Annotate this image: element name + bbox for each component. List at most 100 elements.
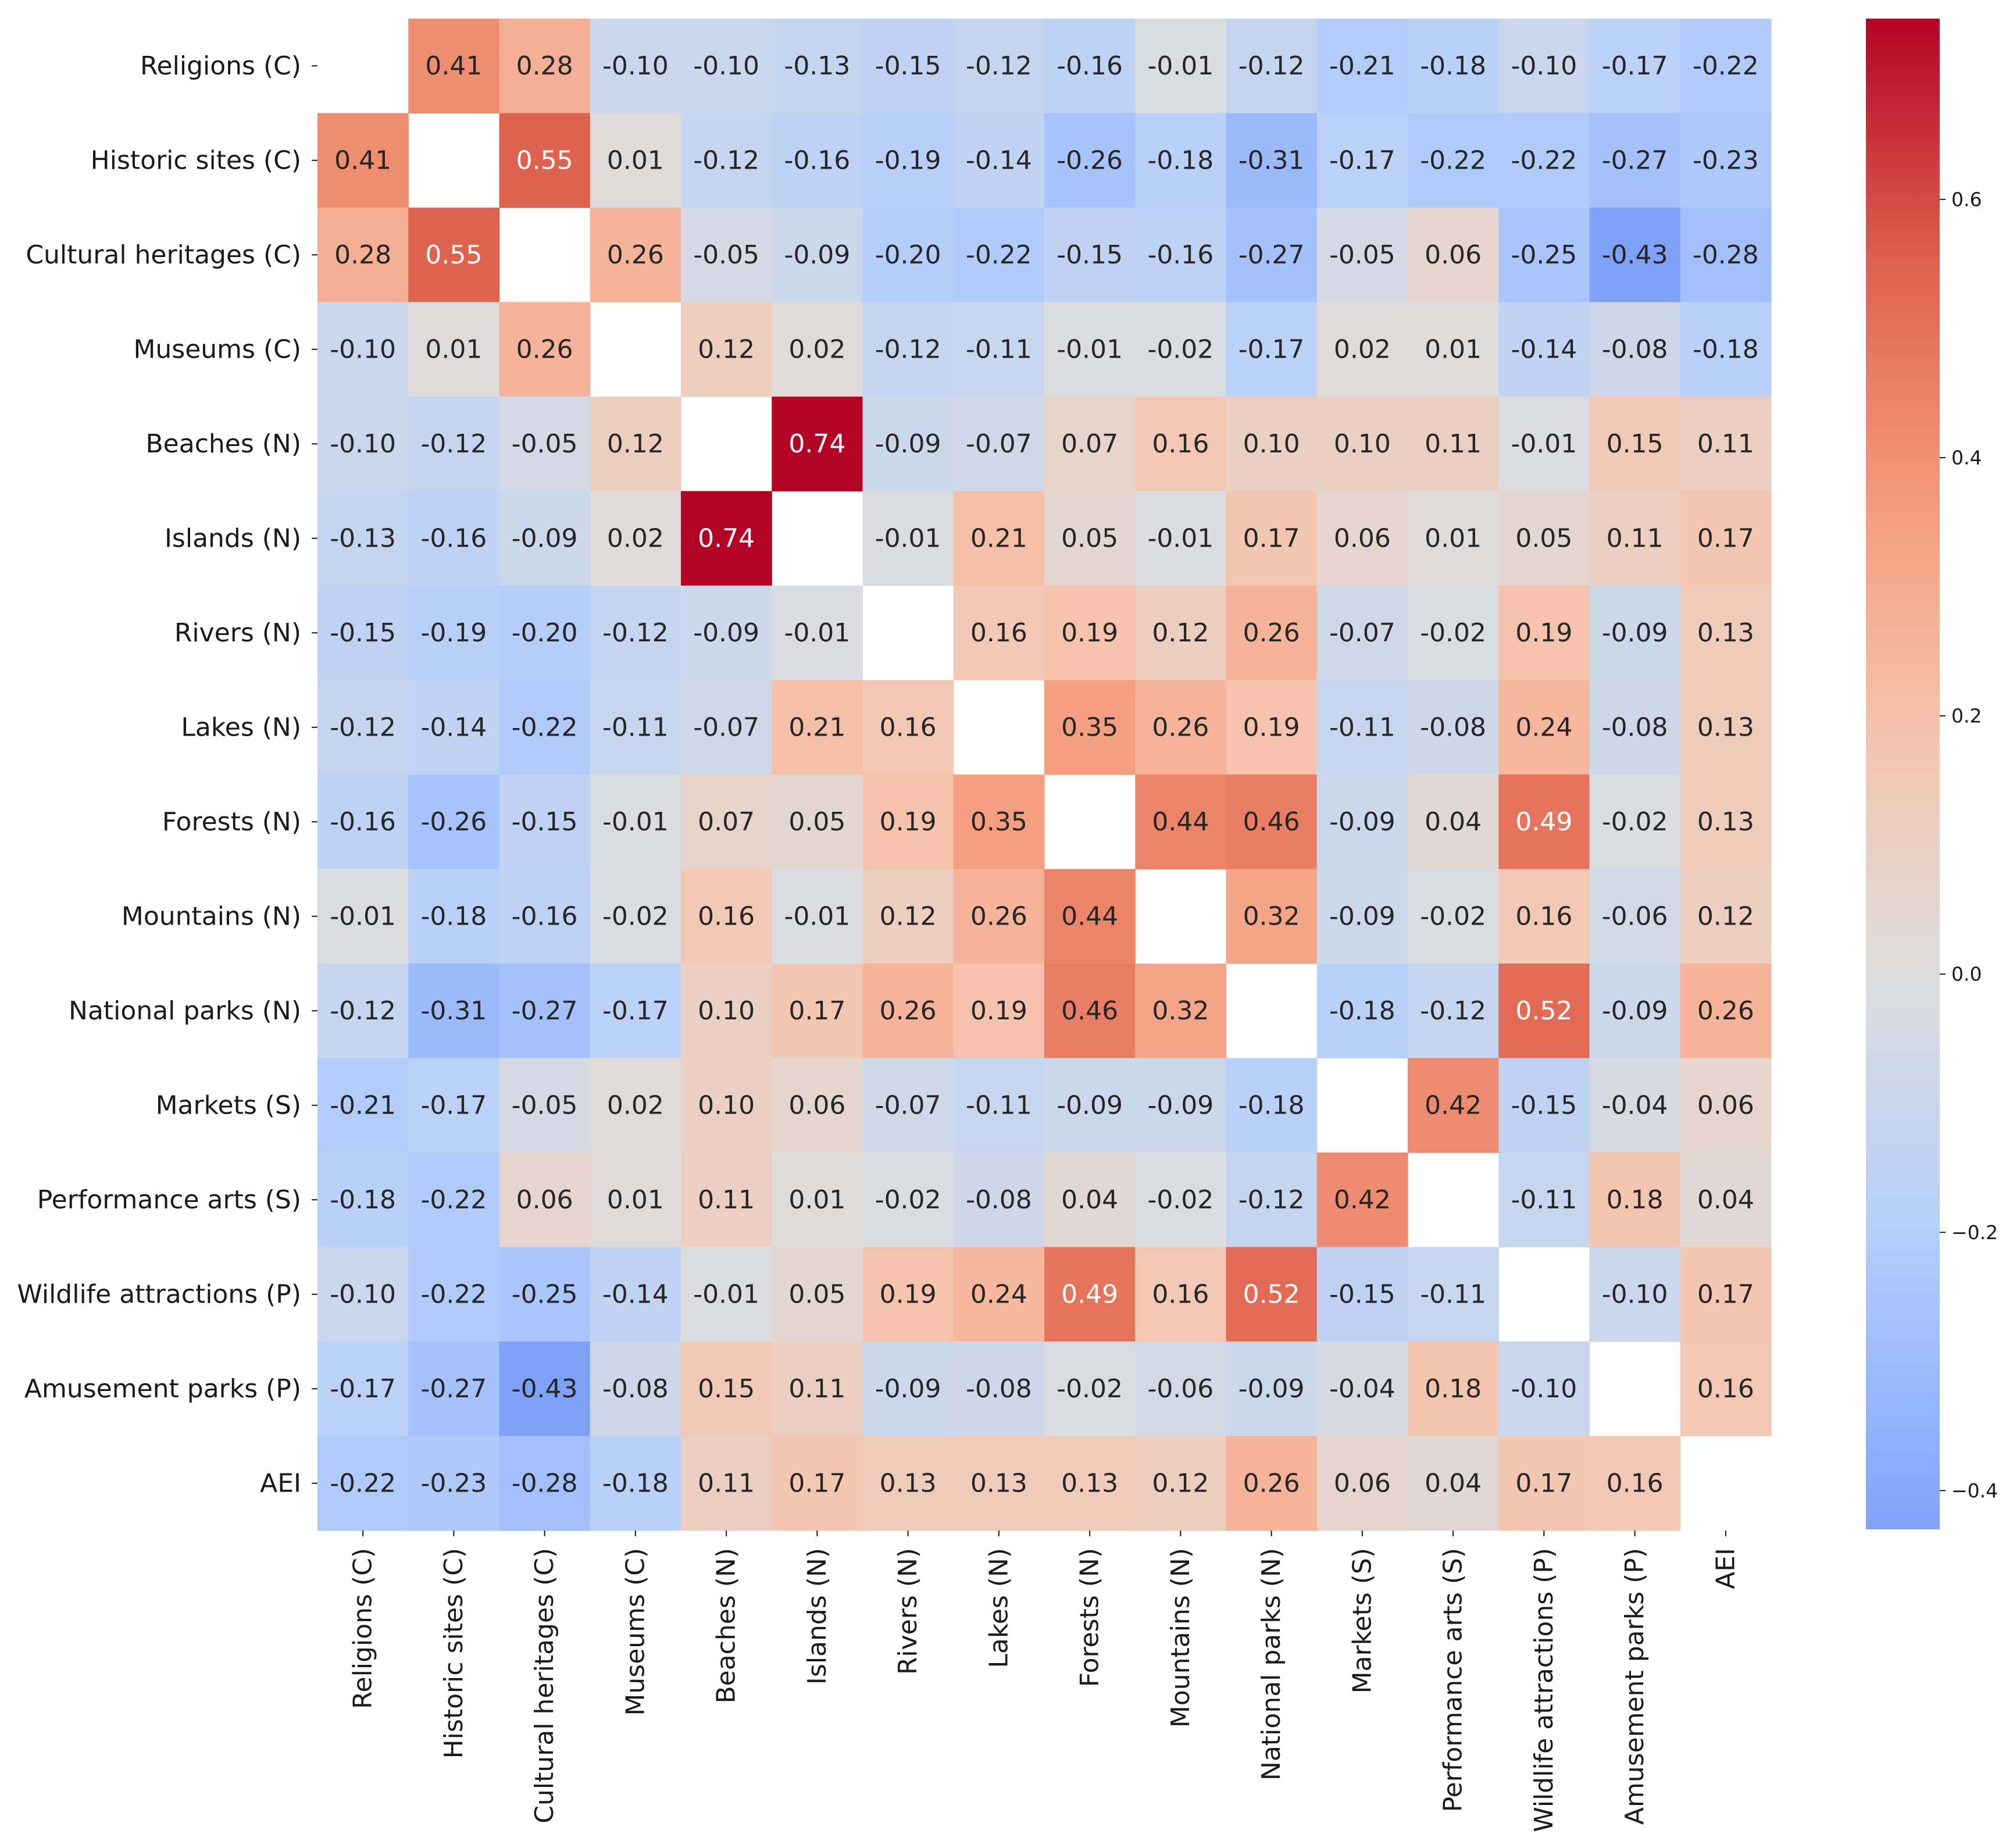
- heatmap-cell: [1226, 869, 1318, 964]
- cell-value-label: -0.20: [512, 618, 578, 648]
- cell-value-label: 0.01: [1425, 334, 1482, 364]
- heatmap-cell: [408, 680, 500, 775]
- heatmap-cell: [1316, 680, 1408, 775]
- cell-value-label: -0.01: [784, 901, 850, 931]
- heatmap-cell: [1680, 964, 1772, 1059]
- heatmap-cell: [408, 1342, 500, 1437]
- cell-value-label: -0.22: [966, 240, 1032, 270]
- cell-value-label: -0.23: [420, 1468, 487, 1498]
- cell-value-label: 0.32: [1152, 996, 1209, 1026]
- heatmap-cell: [499, 397, 591, 492]
- cell-value-label: -0.12: [602, 618, 669, 648]
- cell-value-label: -0.23: [1693, 145, 1759, 175]
- cell-value-label: 0.42: [1334, 1185, 1391, 1215]
- heatmap-cell: [408, 775, 500, 870]
- heatmap-cell: [1589, 302, 1681, 397]
- cell-value-label: -0.17: [1239, 334, 1305, 364]
- heatmap-cell: [862, 1153, 954, 1248]
- heatmap-cell: [1408, 397, 1499, 492]
- row-label: Beaches (N): [145, 429, 301, 459]
- column-label: Performance arts (S): [1439, 1548, 1468, 1812]
- cell-value-label: 0.11: [1607, 523, 1664, 553]
- cell-value-label: -0.10: [1511, 51, 1577, 81]
- cell-value-label: 0.06: [1697, 1090, 1754, 1120]
- heatmap-cell: [408, 1247, 500, 1342]
- column-label: Lakes (N): [984, 1548, 1013, 1668]
- cell-value-label: 0.02: [607, 1090, 664, 1120]
- heatmap-cell: [317, 208, 409, 303]
- heatmap-cell: [1044, 1247, 1136, 1342]
- cell-value-label: -0.09: [1147, 1090, 1213, 1120]
- heatmap-cell: [1135, 113, 1227, 208]
- cell-value-label: 0.28: [516, 51, 573, 81]
- cell-value-label: -0.27: [512, 996, 578, 1026]
- cell-value-label: -0.09: [1602, 996, 1668, 1026]
- cell-value-label: -0.19: [420, 618, 487, 648]
- cell-value-label: 0.19: [1515, 618, 1572, 648]
- heatmap-cell: [1044, 302, 1136, 397]
- cell-value-label: 0.10: [698, 996, 755, 1026]
- heatmap-cell: [1408, 113, 1499, 208]
- cell-value-label: -0.11: [602, 712, 669, 742]
- heatmap-cell: [953, 397, 1045, 492]
- heatmap-cell: [1135, 302, 1227, 397]
- row-labels: Religions (C) Historic sites (C) Cultural …: [17, 51, 317, 1498]
- heatmap-cell: [1044, 586, 1136, 681]
- cell-value-label: -0.16: [784, 145, 850, 175]
- heatmap-cell: [1680, 869, 1772, 964]
- cell-value-label: 0.01: [607, 1185, 664, 1215]
- heatmap-cell: [953, 113, 1045, 208]
- cell-value-label: -0.09: [1239, 1374, 1305, 1404]
- cell-value-label: -0.12: [1420, 996, 1486, 1026]
- cell-value-label: 0.05: [1061, 523, 1118, 553]
- heatmap-cell: [317, 775, 409, 870]
- cell-value-label: -0.08: [1420, 712, 1486, 742]
- cell-value-label: -0.10: [1602, 1279, 1668, 1309]
- cell-value-label: 0.16: [1515, 901, 1572, 931]
- heatmap-cell: [590, 113, 681, 208]
- row-label: Forests (N): [162, 807, 301, 837]
- cell-value-label: 0.52: [1243, 1279, 1300, 1309]
- heatmap-cell: [1408, 491, 1499, 586]
- cell-value-label: 0.07: [698, 807, 755, 837]
- cell-value-label: -0.07: [966, 429, 1032, 459]
- cell-value-label: 0.16: [880, 712, 937, 742]
- heatmap-cell: [1498, 586, 1590, 681]
- heatmap-cell: [953, 1153, 1045, 1248]
- heatmap-cell: [317, 1058, 409, 1153]
- cell-value-label: 0.49: [1061, 1279, 1118, 1309]
- cell-value-label: 0.16: [970, 618, 1027, 648]
- heatmap-cell: [681, 302, 772, 397]
- cell-value-label: 0.26: [516, 334, 573, 364]
- cell-value-label: -0.17: [1329, 145, 1395, 175]
- cell-value-label: 0.49: [1515, 807, 1572, 837]
- heatmap-cell: [953, 1436, 1045, 1531]
- heatmap-cell: [408, 1153, 500, 1248]
- heatmap-cell: [1680, 491, 1772, 586]
- row-label: AEI: [260, 1468, 301, 1498]
- heatmap-cell: [953, 1247, 1045, 1342]
- heatmap-cell: [317, 491, 409, 586]
- cell-value-label: -0.18: [1329, 996, 1395, 1026]
- cell-value-label: 0.26: [1243, 1468, 1300, 1498]
- cell-value-label: -0.12: [330, 996, 396, 1026]
- cell-value-label: 0.18: [1425, 1374, 1482, 1404]
- cell-value-label: -0.31: [420, 996, 487, 1026]
- heatmap-cell: [772, 208, 863, 303]
- cell-value-label: -0.13: [784, 51, 850, 81]
- cell-value-label: -0.09: [512, 523, 578, 553]
- heatmap-cell: [772, 19, 863, 114]
- row-label: Markets (S): [156, 1090, 301, 1120]
- heatmap-cell: [1589, 1153, 1681, 1248]
- cell-value-label: 0.04: [1425, 807, 1482, 837]
- heatmap-cell: [590, 964, 681, 1059]
- heatmap-cell: [1135, 19, 1227, 114]
- heatmap-cell: [499, 491, 591, 586]
- heatmap-cell: [1498, 1153, 1590, 1248]
- heatmap-cell: [1408, 680, 1499, 775]
- cell-value-label: 0.19: [880, 1279, 937, 1309]
- heatmap-cell: [1044, 1153, 1136, 1248]
- cell-value-label: 0.21: [970, 523, 1027, 553]
- heatmap-cell: [772, 586, 863, 681]
